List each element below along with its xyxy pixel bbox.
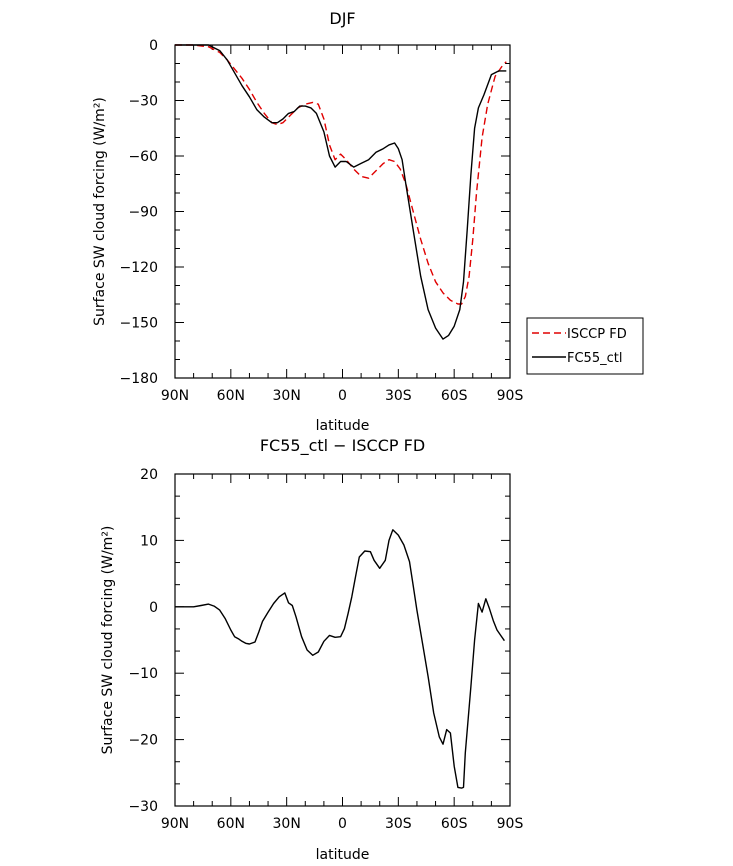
x-tick-label: 30N	[273, 388, 301, 404]
x-tick-label: 30S	[385, 816, 412, 832]
chart-panel-2: 90N 60N 30N 0 30S 60S 90S 20 10 0 −10 −20 −30 FC55_ct…	[100, 436, 523, 863]
legend-label: FC55_ctl	[567, 351, 622, 366]
x-tick-label: 0	[338, 816, 347, 832]
y-axis-label: Surface SW cloud forcing (W/m²)	[92, 97, 108, 326]
y-tick-label: −180	[120, 371, 158, 387]
y-tick-label: −120	[120, 260, 158, 276]
y-tick-label: −30	[128, 799, 158, 815]
y-tick-label: −60	[128, 149, 158, 165]
series-line-fc55-ctl	[175, 44, 507, 340]
y-tick-label: −10	[128, 666, 158, 682]
x-tick-label: 30S	[385, 388, 412, 404]
x-tick-label: 60N	[217, 816, 245, 832]
x-tick-label: 90S	[497, 388, 524, 404]
x-tick-label: 90N	[161, 388, 189, 404]
legend-label: ISCCP FD	[567, 327, 627, 342]
legend: ISCCP FD FC55_ctl	[526, 317, 644, 375]
y-tick-label: −20	[128, 733, 158, 749]
x-tick-label: 0	[338, 388, 347, 404]
x-axis-label: latitude	[316, 418, 370, 434]
x-axis-label: latitude	[316, 847, 370, 863]
x-tick-label: 90N	[161, 816, 189, 832]
y-tick-label: −30	[128, 94, 158, 110]
chart-title: DJF	[329, 9, 355, 28]
chart-title: FC55_ctl − ISCCP FD	[260, 436, 425, 456]
series-line-isccp-fd	[175, 44, 507, 305]
y-tick-label: 0	[149, 38, 158, 54]
x-tick-label: 30N	[273, 816, 301, 832]
series-line-difference	[175, 529, 505, 789]
y-tick-label: −150	[120, 316, 158, 332]
y-tick-label: −90	[128, 205, 158, 221]
plot-frame	[174, 473, 511, 807]
x-tick-label: 60S	[441, 388, 468, 404]
x-tick-label: 90S	[497, 816, 524, 832]
x-tick-label: 60S	[441, 816, 468, 832]
plot-frame	[174, 44, 511, 379]
y-axis-label: Surface SW cloud forcing (W/m²)	[100, 526, 116, 755]
y-tick-label: 0	[149, 600, 158, 616]
chart-panel-1: 90N 60N 30N 0 30S 60S 90S 0 −30 −60 −90 −120 −150 −18…	[92, 9, 644, 434]
x-tick-label: 60N	[217, 388, 245, 404]
y-tick-label: 10	[140, 533, 158, 549]
y-tick-label: 20	[140, 467, 158, 483]
legend-box	[526, 317, 644, 375]
